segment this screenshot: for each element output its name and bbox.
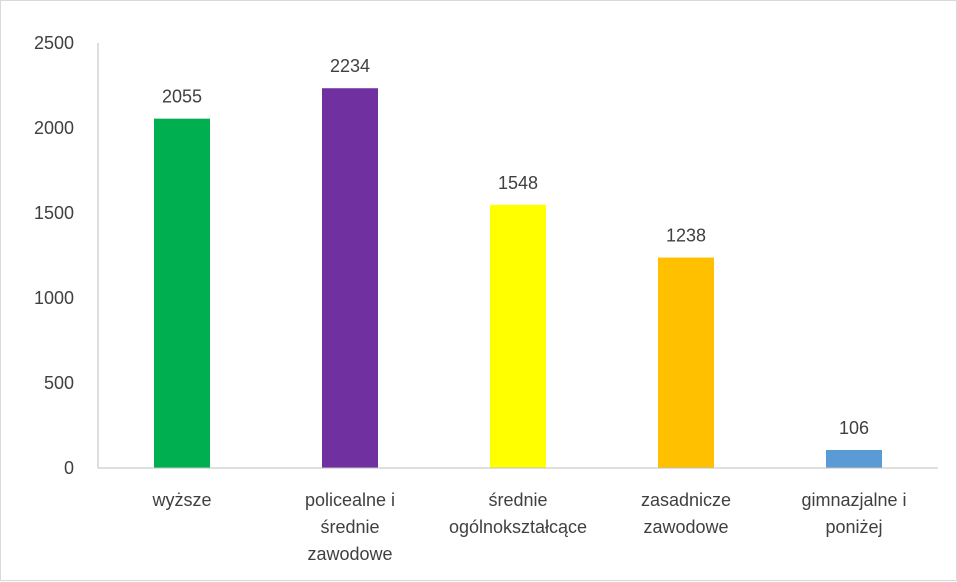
y-tick-label: 0 (64, 458, 74, 478)
data-label: 1548 (498, 173, 538, 193)
y-tick-label: 500 (44, 373, 74, 393)
y-tick-label: 2000 (34, 118, 74, 138)
x-tick-label: wyższe (151, 490, 211, 510)
x-tick-label-line: policealne i (305, 490, 395, 510)
x-tick-label-line: wyższe (151, 490, 211, 510)
x-tick-label: średnie ogólnokształcące (449, 490, 587, 537)
x-tick-label-line: średnie (488, 490, 547, 510)
x-tick-label-line: zawodowe (643, 517, 728, 537)
data-label: 1238 (666, 226, 706, 246)
y-tick-label: 1000 (34, 288, 74, 308)
bars (154, 88, 882, 469)
x-tick-label-line: średnie (320, 517, 379, 537)
bar (322, 88, 378, 468)
bar (490, 204, 546, 468)
y-tick-label: 1500 (34, 203, 74, 223)
data-label: 2055 (162, 87, 202, 107)
x-tick-label: zasadnicze zawodowe (641, 490, 731, 537)
data-label: 106 (839, 418, 869, 438)
y-tick-label: 2500 (34, 33, 74, 53)
x-tick-label-line: ogólnokształcące (449, 517, 587, 537)
bar (826, 449, 882, 468)
x-tick-label: policealne i średnie zawodowe (305, 490, 395, 564)
bar (658, 257, 714, 468)
data-label: 2234 (330, 56, 370, 76)
x-tick-label-line: poniżej (825, 517, 882, 537)
x-tick-label-line: zasadnicze (641, 490, 731, 510)
x-tick-label: gimnazjalne i poniżej (801, 490, 906, 537)
x-tick-label-line: gimnazjalne i (801, 490, 906, 510)
bar (154, 118, 210, 469)
data-labels: 2055 2234 1548 1238 106 (162, 56, 869, 438)
x-axis: wyższe policealne i średnie zawodowe średnie… (98, 467, 938, 564)
y-axis: 0 500 1000 1500 2000 2500 (34, 33, 99, 478)
x-tick-label-line: zawodowe (307, 544, 392, 564)
